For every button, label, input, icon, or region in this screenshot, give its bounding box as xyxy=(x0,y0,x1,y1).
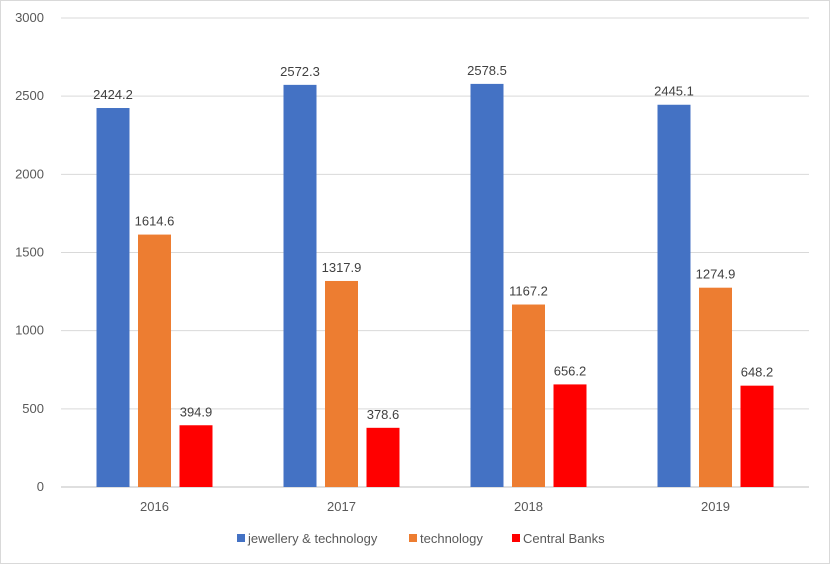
y-tick-label: 3000 xyxy=(15,10,44,25)
x-tick-label: 2019 xyxy=(701,499,730,514)
bar xyxy=(179,425,213,487)
data-label: 1274.9 xyxy=(696,267,736,282)
data-label: 656.2 xyxy=(554,363,587,378)
bar xyxy=(325,280,358,487)
bars xyxy=(96,83,774,488)
legend: jewellery & technology technology Central … xyxy=(237,531,605,546)
bar xyxy=(657,104,691,488)
y-tick-label: 2000 xyxy=(15,166,44,181)
bar xyxy=(512,304,545,487)
legend-swatch xyxy=(237,534,245,542)
bar xyxy=(699,287,732,487)
gridlines xyxy=(61,17,809,488)
bar xyxy=(283,84,317,487)
data-labels: 2424.2 1614.6 394.9 2572.3 1317.9 378.6 2578.5… xyxy=(93,63,773,422)
x-tick-label: 2018 xyxy=(514,499,543,514)
data-label: 1614.6 xyxy=(135,214,175,229)
x-tick-label: 2016 xyxy=(140,499,169,514)
data-label: 1317.9 xyxy=(322,260,362,275)
data-label: 394.9 xyxy=(180,404,213,419)
y-tick-label: 2500 xyxy=(15,88,44,103)
data-label: 2572.3 xyxy=(280,64,320,79)
y-axis-tick-labels: 0 500 1000 1500 2000 2500 3000 xyxy=(15,10,44,494)
y-tick-label: 0 xyxy=(37,479,44,494)
y-tick-label: 1000 xyxy=(15,323,44,338)
y-tick-label: 1500 xyxy=(15,245,44,260)
bar xyxy=(740,385,774,487)
x-tick-label: 2017 xyxy=(327,499,356,514)
legend-swatch xyxy=(409,534,417,542)
bar xyxy=(138,234,171,487)
bar xyxy=(553,384,587,487)
legend-label: Central Banks xyxy=(523,531,605,546)
y-tick-label: 500 xyxy=(22,401,44,416)
bar xyxy=(366,427,400,487)
x-axis-tick-labels: 2016 2017 2018 2019 xyxy=(140,499,730,514)
bar xyxy=(470,83,504,487)
data-label: 648.2 xyxy=(741,365,774,380)
data-label: 1167.2 xyxy=(509,284,548,299)
bar xyxy=(96,108,130,488)
legend-label: jewellery & technology xyxy=(247,531,378,546)
legend-label: technology xyxy=(420,531,483,546)
data-label: 378.6 xyxy=(367,407,400,422)
legend-swatch xyxy=(512,534,520,542)
data-label: 2578.5 xyxy=(467,63,507,78)
data-label: 2424.2 xyxy=(93,87,133,102)
data-label: 2445.1 xyxy=(654,84,694,99)
